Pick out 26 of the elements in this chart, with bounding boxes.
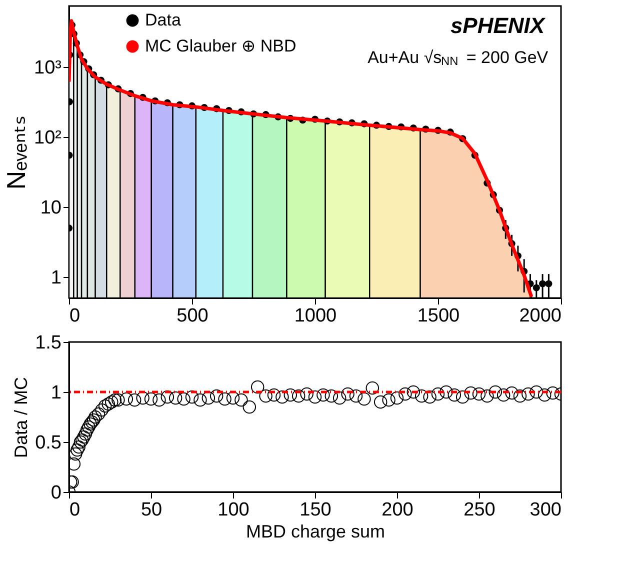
y-axis-title: Data / MC: [11, 376, 32, 458]
x-tick-label: 100: [218, 500, 250, 520]
legend-label: Data: [145, 10, 182, 30]
y-tick-label: 1: [50, 267, 62, 288]
x-tick-label: 1500: [417, 306, 460, 326]
x-tick-label: 300: [530, 500, 562, 520]
y-tick-label: 1: [50, 382, 62, 404]
x-tick-label: 0: [70, 500, 80, 520]
x-tick-label: 50: [140, 500, 162, 520]
x-tick-label: 250: [464, 500, 496, 520]
y-tick-label: 1.5: [35, 332, 62, 354]
y-tick-label: 0.5: [35, 432, 62, 454]
y-tick-label: 0: [50, 482, 62, 504]
y-tick-label: 10³: [34, 58, 62, 79]
x-axis-title: MBD charge sum: [246, 522, 386, 542]
x-tick-label: 0: [70, 306, 80, 326]
x-tick-label: 1000: [294, 306, 337, 326]
legend-label: MC Glauber ⊕ NBD: [145, 36, 296, 56]
y-tick-label: 10: [40, 198, 62, 219]
x-tick-label: 2000: [519, 306, 562, 326]
y-tick-label: 10²: [34, 128, 62, 149]
y-axis-title: Nₑᵥₑₙₜₛ: [1, 115, 32, 190]
annotation: sPHENIX: [450, 13, 546, 38]
x-tick-label: 500: [176, 306, 208, 326]
x-tick-label: 150: [300, 500, 332, 520]
x-tick-label: 200: [382, 500, 414, 520]
